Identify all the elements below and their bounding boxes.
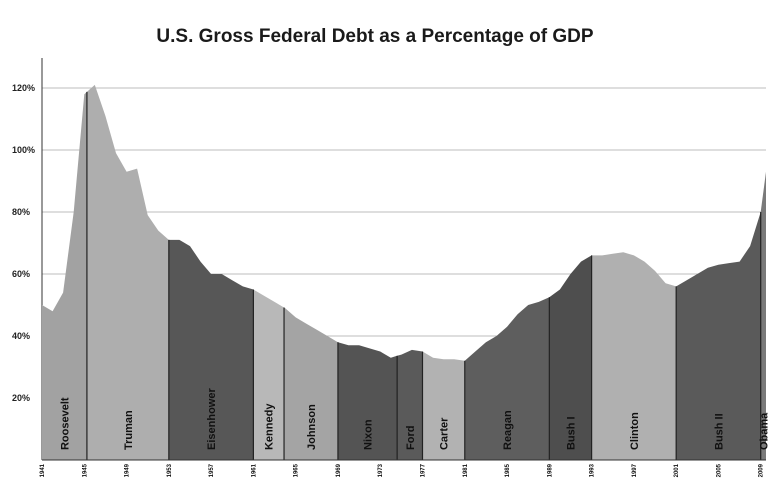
x-tick-label: 1941 [40,463,46,477]
x-tick-label: 1981 [463,463,469,477]
x-tick-label: 1973 [378,463,384,477]
era-area-ford [397,349,423,460]
era-area-roosevelt [42,91,87,461]
x-tick-label: 1977 [420,463,426,477]
era-area-johnson [284,307,338,460]
president-label: Bush II [713,413,725,450]
president-label: Carter [439,417,451,450]
president-label: Obama [758,412,768,450]
era-area-eisenhower [168,239,254,460]
y-tick-label: 80% [12,207,30,217]
president-label: Reagan [502,410,514,450]
era-area-clinton [591,252,677,460]
era-area-obama [760,171,766,460]
era-area-carter [422,351,465,460]
presidential-eras [42,84,766,461]
x-tick-label: 2009 [759,463,765,477]
era-area-reagan [464,297,550,460]
president-labels: Roosevelt Truman Eisenhower Kennedy Johnson N… [59,388,768,450]
president-label: Clinton [629,412,641,450]
president-label: Truman [123,410,135,450]
x-tick-label: 1961 [251,463,257,477]
x-tick-label: 1969 [336,463,342,477]
president-label: Ford [405,426,417,450]
y-tick-label: 120% [12,83,35,93]
y-tick-label: 20% [12,393,30,403]
x-tick-label: 1993 [590,463,596,477]
x-tick-label: 1985 [505,463,511,477]
president-label: Eisenhower [206,388,218,450]
y-tick-label: 40% [12,331,30,341]
era-area-truman [86,84,169,461]
era-area-nixon [337,342,398,460]
era-area-kennedy [253,289,284,460]
x-tick-label: 2005 [716,463,722,477]
x-tick-label: 1957 [209,463,215,477]
president-label: Bush I [565,416,577,450]
x-tick-label: 1997 [632,463,638,477]
x-tick-label: 1949 [125,463,131,477]
chart-title: U.S. Gross Federal Debt as a Percentage … [156,26,593,47]
president-label: Nixon [363,419,375,450]
x-axis-ticks: 1941 1945 1949 1953 1957 1961 1965 1969 1973 1977… [40,463,765,477]
x-tick-label: 2001 [674,463,680,477]
era-area-bush-ii [676,212,761,460]
x-tick-label: 1989 [547,463,553,477]
president-label: Roosevelt [59,397,71,450]
y-axis-ticks: 20% 40% 60% 80% 100% 120% [12,83,35,403]
x-tick-label: 1965 [294,463,300,477]
era-area-bush-i [549,255,592,460]
x-tick-label: 1953 [167,463,173,477]
y-tick-label: 60% [12,269,30,279]
president-label: Johnson [306,404,318,450]
president-label: Kennedy [264,403,276,450]
y-tick-label: 100% [12,145,35,155]
x-tick-label: 1945 [82,463,88,477]
